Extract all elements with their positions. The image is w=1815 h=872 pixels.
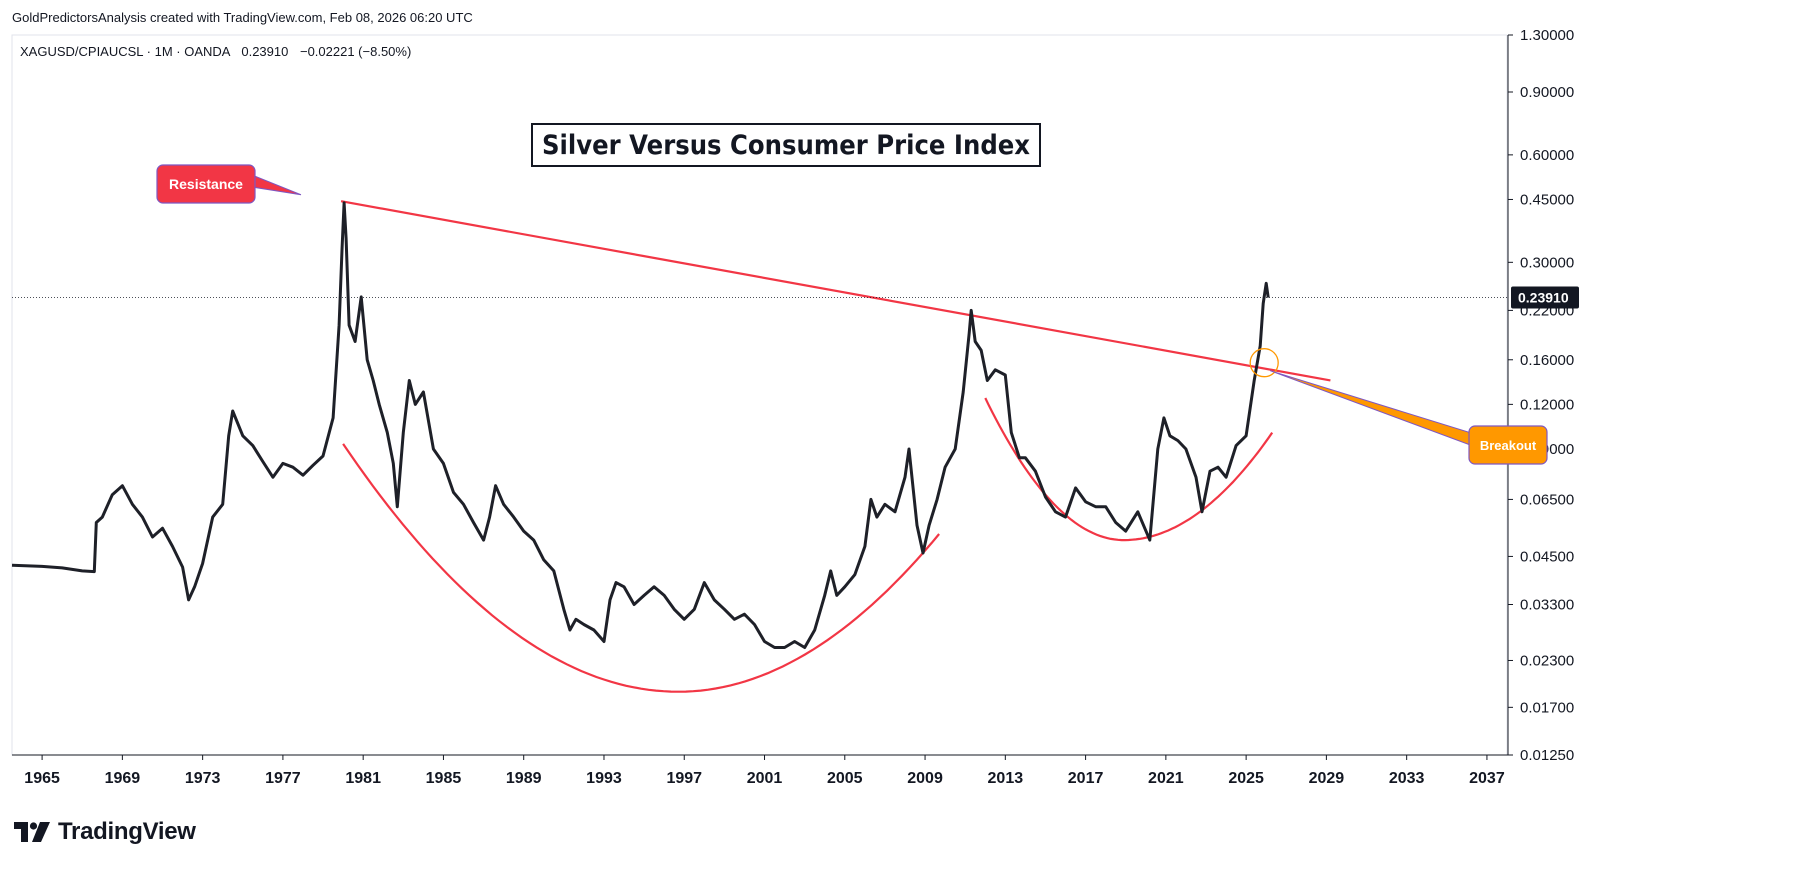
last-price-label: 0.23910 <box>1511 286 1579 309</box>
x-tick-label: 1993 <box>586 770 622 787</box>
x-tick-label: 2037 <box>1469 770 1505 787</box>
x-tick-label: 1989 <box>506 770 542 787</box>
tradingview-logo-icon <box>14 822 50 842</box>
x-tick-label: 2017 <box>1068 770 1104 787</box>
x-tick-label: 1981 <box>345 770 381 787</box>
x-tick-label: 2001 <box>747 770 783 787</box>
y-tick-label: 0.30000 <box>1520 254 1574 271</box>
y-tick-label: 0.04500 <box>1520 548 1574 565</box>
resistance-callout[interactable] <box>156 164 256 204</box>
breakout-callout-pointer <box>1270 370 1482 447</box>
symbol-name: XAGUSD/CPIAUCSL · 1M · OANDA <box>20 44 231 59</box>
chart-title-box: Silver Versus Consumer Price Index <box>531 123 1041 167</box>
chart-credit: GoldPredictorsAnalysis created with Trad… <box>12 10 473 25</box>
x-tick-label: 1973 <box>185 770 221 787</box>
symbol-last: 0.23910 <box>241 44 288 59</box>
tradingview-logo[interactable]: TradingView <box>14 818 196 846</box>
x-tick-label: 2021 <box>1148 770 1184 787</box>
x-tick-label: 2005 <box>827 770 863 787</box>
y-tick-label: 0.60000 <box>1520 147 1574 164</box>
rounding-bottom-curve <box>342 443 940 693</box>
y-tick-label: 0.01250 <box>1520 747 1574 764</box>
tradingview-logo-text: TradingView <box>58 818 196 845</box>
breakout-callout[interactable] <box>1468 425 1548 465</box>
symbol-change: −0.02221 (−8.50%) <box>300 44 411 59</box>
symbol-info: XAGUSD/CPIAUCSL · 1M · OANDA 0.23910 −0.… <box>20 44 411 59</box>
resistance-callout-pointer <box>251 174 302 196</box>
x-tick-label: 1977 <box>265 770 301 787</box>
x-tick-label: 2025 <box>1228 770 1264 787</box>
chart-title: Silver Versus Consumer Price Index <box>542 130 1030 161</box>
y-tick-label: 1.30000 <box>1520 27 1574 44</box>
resistance-callout-label: Resistance <box>169 176 243 192</box>
price-series-line <box>11 201 1270 649</box>
breakout-circle <box>1249 348 1279 378</box>
x-tick-label: 2029 <box>1309 770 1345 787</box>
x-tick-label: 1969 <box>105 770 141 787</box>
y-tick-label: 0.06500 <box>1520 491 1574 508</box>
x-tick-label: 2009 <box>907 770 943 787</box>
y-tick-label: 0.02300 <box>1520 652 1574 669</box>
y-tick-label: 0.90000 <box>1520 84 1574 101</box>
x-tick-label: 2033 <box>1389 770 1425 787</box>
y-tick-label: 0.01700 <box>1520 699 1574 716</box>
y-tick-label: 0.16000 <box>1520 352 1574 369</box>
x-tick-label: 1997 <box>666 770 702 787</box>
breakout-callout-label: Breakout <box>1480 438 1537 453</box>
resistance-trendline <box>340 200 1331 382</box>
y-tick-label: 0.45000 <box>1520 191 1574 208</box>
rounding-bottom-curve <box>984 397 1274 542</box>
x-tick-label: 1965 <box>24 770 60 787</box>
y-tick-label: 0.03300 <box>1520 597 1574 614</box>
x-tick-label: 1985 <box>426 770 462 787</box>
x-tick-label: 2013 <box>988 770 1024 787</box>
last-price-value: 0.23910 <box>1518 289 1569 305</box>
y-tick-label: 0.12000 <box>1520 396 1574 413</box>
